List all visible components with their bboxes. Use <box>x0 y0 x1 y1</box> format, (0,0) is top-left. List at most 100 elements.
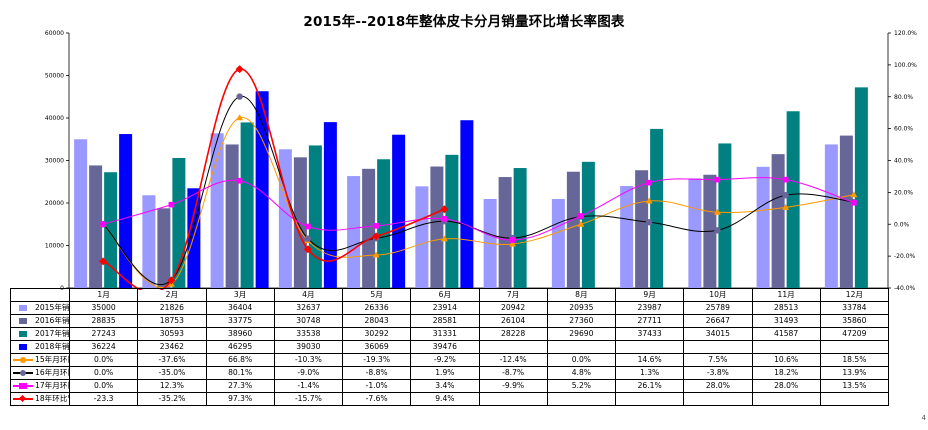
line-3-point-11 <box>782 176 789 183</box>
table-cell: -8.8% <box>341 366 412 380</box>
table-cell: 21826 <box>137 301 207 315</box>
line-4-point-6 <box>440 205 449 214</box>
table-cell: 30292 <box>341 327 412 341</box>
bar-1-5 <box>347 176 361 288</box>
table-cell <box>819 392 890 406</box>
legend-key <box>13 305 33 311</box>
left-tick-label: 50000 <box>45 73 64 80</box>
table-cell: 39030 <box>273 340 344 354</box>
line-4-point-1 <box>99 257 108 266</box>
line-1-point-9 <box>645 197 653 204</box>
table-row: 2017年销量272433059338960335383029231331282… <box>10 327 890 341</box>
right-tick-label: 20.0% <box>894 189 913 196</box>
right-tick-label: -20.0% <box>894 253 916 260</box>
right-tick-label: 120.0% <box>894 30 917 37</box>
table-cell: -3.8% <box>683 366 753 380</box>
line-1-point-11 <box>782 203 790 210</box>
table-cell: 1.9% <box>410 366 480 380</box>
table-cell: -9.9% <box>478 379 548 393</box>
table-cell: 20935 <box>546 301 617 315</box>
table-cell <box>546 392 617 406</box>
left-tick-label: 20000 <box>45 200 64 207</box>
table-cell: 38960 <box>205 327 275 341</box>
table-cell <box>683 392 753 406</box>
table-row: 2015年销量350002182636404326372633623914209… <box>10 301 890 315</box>
table-cell: 28835 <box>68 314 139 328</box>
table-cell: -15.7% <box>273 392 344 406</box>
table-cell: 28.0% <box>751 379 821 393</box>
combo-chart: 0 10000 20000 30000 40000 50000 60000 -40.0% -20… <box>45 30 917 290</box>
line-3-point-9 <box>646 179 652 186</box>
line-3-point-3 <box>236 177 243 184</box>
series-name: 2017年销量 <box>35 329 70 338</box>
bar-1-6 <box>415 186 429 288</box>
line-series-3 <box>102 177 855 241</box>
left-tick-label: 30000 <box>45 158 64 165</box>
bar-3-5 <box>377 159 391 288</box>
table-cell: 0.0% <box>68 379 139 393</box>
table-cell: 31493 <box>751 314 821 328</box>
table-cell: 97.3% <box>205 392 275 406</box>
table-row: 2018年销量362242346246295390303606939476 <box>10 340 890 354</box>
bar-3-9 <box>650 128 664 288</box>
bar-3-4 <box>308 145 322 288</box>
table-cell: 20942 <box>478 301 548 315</box>
table-cell: 29690 <box>546 327 617 341</box>
table-cell: 28.0% <box>683 379 753 393</box>
line-3-point-5 <box>373 223 379 229</box>
table-cell: 41587 <box>751 327 821 341</box>
table-cell: 18.2% <box>751 366 821 380</box>
table-cell: -9.0% <box>273 366 344 380</box>
bar-3-1 <box>104 172 118 288</box>
legend-key <box>13 370 33 376</box>
table-cell: 36224 <box>68 340 139 354</box>
line-2-point-3 <box>236 93 243 100</box>
bar-2-8 <box>566 171 580 288</box>
series-name: 16年月环比% <box>35 368 69 377</box>
line-4-point-4 <box>303 245 312 254</box>
series-label: 16年月环比% <box>10 366 70 380</box>
bar-1-3 <box>210 133 224 288</box>
month-label-11: 11月 <box>751 288 821 302</box>
right-tick-label: 100.0% <box>894 62 917 69</box>
table-cell: 27711 <box>614 314 685 328</box>
table-cell: 34015 <box>683 327 753 341</box>
bar-1-1 <box>74 139 88 288</box>
table-corner-cell <box>10 288 70 302</box>
month-label-4: 4月 <box>273 288 344 302</box>
line-4-point-2 <box>167 276 176 285</box>
table-cell: 26104 <box>478 314 548 328</box>
line-1-point-5 <box>372 251 380 258</box>
legend-key <box>13 344 33 350</box>
bar-4-1 <box>119 134 133 288</box>
table-cell: 35860 <box>819 314 890 328</box>
table-cell: 28228 <box>478 327 548 341</box>
month-label-1: 1月 <box>68 288 139 302</box>
table-cell <box>614 340 685 354</box>
line-3-point-6 <box>441 216 448 222</box>
table-cell: 80.1% <box>205 366 275 380</box>
month-label-8: 8月 <box>546 288 617 302</box>
table-cell: -19.3% <box>341 353 412 367</box>
left-tick-label: 60000 <box>45 30 64 37</box>
bar-4-6 <box>460 120 474 289</box>
line-1-point-3 <box>236 114 244 121</box>
table-cell: 30593 <box>137 327 207 341</box>
table-cell <box>819 340 890 354</box>
table-row: 16年月环比%0.0%-35.0%80.1%-9.0%-8.8%1.9%-8.7… <box>10 366 890 380</box>
table-cell: 30748 <box>273 314 344 328</box>
bar-1-11 <box>756 166 770 288</box>
series-label: 2017年销量 <box>10 327 70 341</box>
bar-2-5 <box>362 168 376 288</box>
table-cell: -8.7% <box>478 366 548 380</box>
table-cell: 7.5% <box>683 353 753 367</box>
bar-1-12 <box>824 144 838 288</box>
table-row: 15年月环比%0.0%-37.6%66.8%-10.3%-19.3%-9.2%-… <box>10 353 890 367</box>
line-3-point-1 <box>100 221 106 228</box>
right-tick-label: 60.0% <box>894 126 913 133</box>
line-3-point-2 <box>168 201 175 208</box>
left-tick-label: 10000 <box>45 243 64 250</box>
table-cell <box>751 392 821 406</box>
table-cell: 10.6% <box>751 353 821 367</box>
table-cell: 46295 <box>205 340 275 354</box>
